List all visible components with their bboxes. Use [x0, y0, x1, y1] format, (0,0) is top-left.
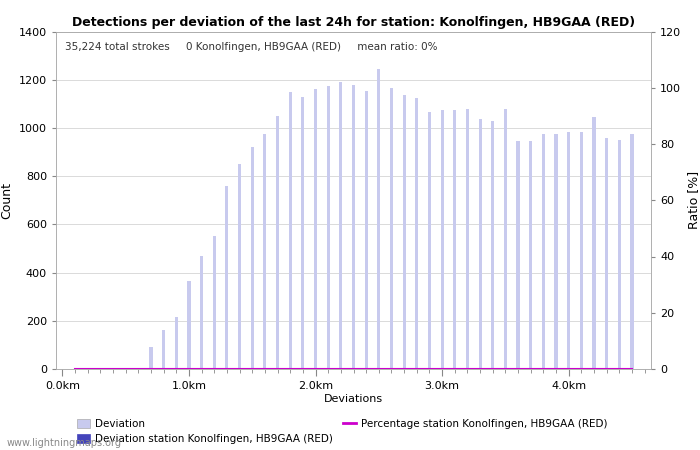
Text: 35,224 total strokes     0 Konolfingen, HB9GAA (RED)     mean ratio: 0%: 35,224 total strokes 0 Konolfingen, HB9G… [65, 42, 438, 52]
Bar [377, 69, 380, 369]
Bar [225, 186, 228, 369]
Bar [340, 82, 342, 369]
Bar [365, 90, 368, 369]
Bar [213, 236, 216, 369]
Legend: Deviation, Deviation station Konolfingen, HB9GAA (RED), Percentage station Konol: Deviation, Deviation station Konolfingen… [73, 415, 612, 448]
Bar [580, 131, 583, 369]
Bar [301, 97, 304, 369]
Bar [175, 317, 178, 369]
Bar [238, 164, 241, 369]
Bar [352, 85, 355, 369]
Bar [276, 116, 279, 369]
Bar [314, 90, 317, 369]
Bar [149, 347, 153, 369]
Bar [188, 281, 190, 369]
Title: Detections per deviation of the last 24h for station: Konolfingen, HB9GAA (RED): Detections per deviation of the last 24h… [72, 16, 635, 29]
Bar [567, 131, 570, 369]
Bar [428, 112, 431, 369]
Bar [162, 330, 165, 369]
Bar [529, 141, 532, 369]
Bar [618, 140, 621, 369]
Bar [263, 134, 267, 369]
Bar [288, 92, 292, 369]
Y-axis label: Ratio [%]: Ratio [%] [687, 171, 700, 230]
Bar [200, 256, 203, 369]
Bar [491, 121, 494, 369]
Bar [542, 134, 545, 369]
Bar [440, 110, 444, 369]
Bar [517, 141, 519, 369]
Bar [415, 98, 419, 369]
Bar [605, 138, 608, 369]
Text: www.lightningmaps.org: www.lightningmaps.org [7, 438, 122, 448]
Bar [402, 95, 406, 369]
Y-axis label: Count: Count [0, 182, 13, 219]
Bar [466, 108, 469, 369]
Bar [631, 134, 634, 369]
Bar [554, 134, 558, 369]
Bar [327, 86, 330, 369]
Bar [251, 147, 254, 369]
Bar [390, 88, 393, 369]
Bar [453, 110, 456, 369]
X-axis label: Deviations: Deviations [324, 394, 383, 404]
Bar [479, 120, 482, 369]
Bar [504, 108, 507, 369]
Bar [592, 117, 596, 369]
